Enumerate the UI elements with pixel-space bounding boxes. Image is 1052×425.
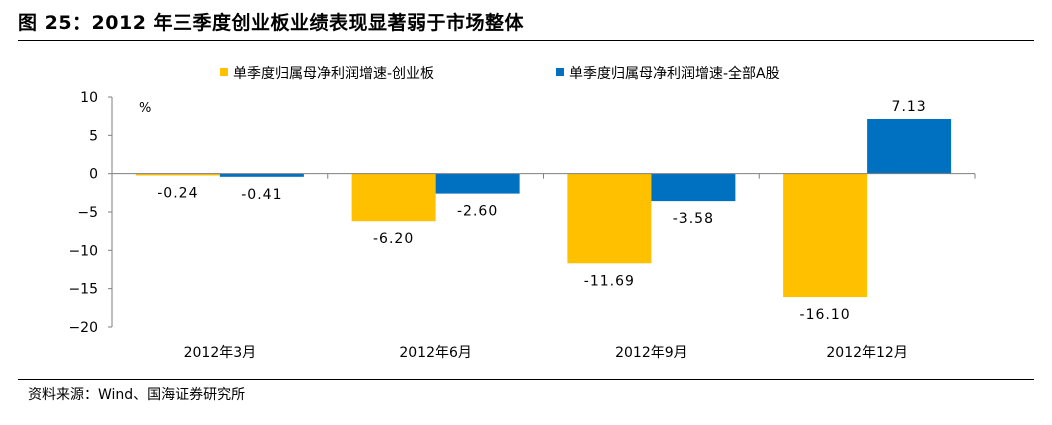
legend-label-2: 单季度归属母净利润增速-全部A股 — [569, 65, 780, 82]
x-category-label: 2012年3月 — [184, 345, 257, 361]
bar-chart: 单季度归属母净利润增速-创业板 单季度归属母净利润增速-全部A股 10 5 0 −5 −1… — [68, 65, 976, 361]
y-axis: 10 5 0 −5 −10 −15 −20% — [68, 90, 151, 336]
data-label-1-3: -11.69 — [584, 273, 635, 289]
x-axis: 2012年3月 2012年6月 2012年9月 2012年12月 — [111, 173, 976, 361]
y-tick-label: −5 — [77, 205, 98, 221]
figure-title: 图 25：2012 年三季度创业板业绩表现显著弱于市场整体 — [18, 12, 525, 34]
bars: -0.24 -0.41 -6.20 -2.60 -11.69 -3.58 -16.10 7.1… — [135, 99, 952, 323]
y-tick-label: 10 — [80, 90, 98, 106]
legend-label-1: 单季度归属母净利润增速-创业板 — [233, 65, 434, 82]
title-divider — [18, 40, 1034, 41]
bar-1-2 — [351, 173, 436, 222]
bar-2-3 — [651, 173, 736, 202]
data-label-1-1: -0.24 — [157, 186, 198, 202]
data-label-2-4: 7.13 — [892, 99, 927, 115]
bar-2-2 — [435, 173, 520, 194]
bar-2-1 — [219, 173, 304, 177]
x-category-label: 2012年12月 — [826, 345, 907, 361]
y-tick-label: 5 — [89, 128, 98, 144]
legend-swatch-1 — [220, 68, 228, 76]
data-label-2-3: -3.58 — [673, 211, 714, 227]
y-tick-label: −20 — [68, 320, 98, 336]
x-category-label: 2012年6月 — [399, 345, 472, 361]
y-unit-label: % — [139, 101, 151, 116]
y-tick-label: −10 — [68, 243, 98, 259]
data-label-2-1: -0.41 — [241, 187, 282, 203]
source-divider — [18, 379, 1034, 380]
bar-1-1 — [135, 173, 220, 176]
x-category-label: 2012年9月 — [615, 345, 688, 361]
bar-1-4 — [783, 173, 868, 298]
y-tick-label: 0 — [89, 167, 98, 183]
bar-1-3 — [567, 173, 652, 264]
bar-2-4 — [867, 119, 952, 174]
legend-swatch-2 — [556, 68, 564, 76]
data-label-1-2: -6.20 — [373, 231, 414, 247]
legend: 单季度归属母净利润增速-创业板 单季度归属母净利润增速-全部A股 — [220, 65, 780, 82]
source-note: 资料来源：Wind、国海证券研究所 — [28, 387, 246, 403]
data-label-2-2: -2.60 — [457, 204, 498, 220]
y-tick-label: −15 — [68, 282, 98, 298]
data-label-1-4: -16.10 — [800, 307, 851, 323]
